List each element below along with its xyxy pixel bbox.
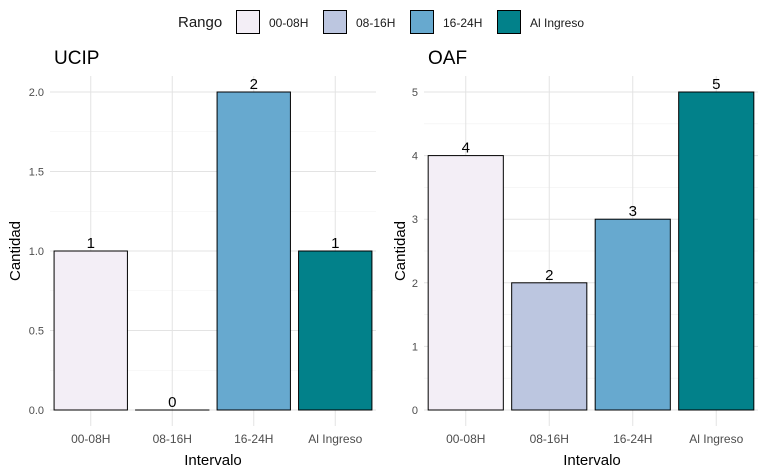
panel-title-ucip: UCIP: [54, 48, 100, 69]
x-axis-title: Intervalo: [563, 452, 621, 469]
y-axis-title: Cantidad: [392, 221, 409, 281]
x-tick-label: Al Ingreso: [308, 432, 362, 446]
legend-label: 08-16H: [356, 16, 396, 30]
bar-value-label: 3: [629, 203, 637, 220]
y-tick-label: 5: [412, 87, 418, 99]
legend: Rango 00-08H 08-16H 16-24H Al Ingreso: [0, 8, 770, 36]
y-tick-label: 2: [412, 278, 418, 290]
x-tick-label: 08-16H: [153, 432, 192, 446]
y-tick-label: 0: [412, 405, 418, 417]
x-tick-label: 00-08H: [71, 432, 110, 446]
y-tick-label: 1.5: [29, 167, 44, 179]
legend-swatch: [236, 10, 260, 34]
bar-value-label: 5: [712, 76, 720, 93]
x-tick-label: 00-08H: [446, 432, 485, 446]
panel-title-oaf: OAF: [428, 48, 468, 69]
bar: [216, 91, 291, 411]
x-tick-label: 16-24H: [613, 432, 652, 446]
x-tick-label: 08-16H: [530, 432, 569, 446]
bar-value-label: 1: [87, 235, 95, 252]
y-tick-label: 1.0: [29, 246, 44, 258]
bar: [594, 218, 671, 411]
x-tick-label: Al Ingreso: [689, 432, 743, 446]
y-tick-label: 4: [412, 151, 418, 163]
x-axis-title: Intervalo: [184, 452, 242, 469]
bar: [511, 282, 588, 411]
y-tick-label: 0.5: [29, 326, 44, 338]
bar: [53, 250, 128, 411]
legend-label: Al Ingreso: [530, 16, 585, 30]
bar-value-label: 0: [168, 394, 176, 411]
x-tick-label: 16-24H: [234, 432, 273, 446]
legend-title: Rango: [178, 14, 223, 31]
bar: [298, 250, 373, 411]
legend-label: 16-24H: [443, 16, 483, 30]
y-axis-title: Cantidad: [7, 221, 24, 281]
bar-value-label: 1: [331, 235, 339, 252]
bar-value-label: 2: [250, 76, 258, 93]
bar-value-label: 4: [462, 140, 470, 157]
legend-swatch: [410, 10, 434, 34]
y-tick-label: 1: [412, 341, 418, 353]
bar: [427, 155, 504, 411]
y-tick-label: 3: [412, 214, 418, 226]
bar: [678, 91, 755, 411]
bar-value-label: 2: [545, 267, 553, 284]
y-tick-label: 0.0: [29, 405, 44, 417]
legend-swatch: [323, 10, 347, 34]
legend-label: 00-08H: [269, 16, 309, 30]
y-tick-label: 2.0: [29, 87, 44, 99]
legend-swatch: [497, 10, 521, 34]
